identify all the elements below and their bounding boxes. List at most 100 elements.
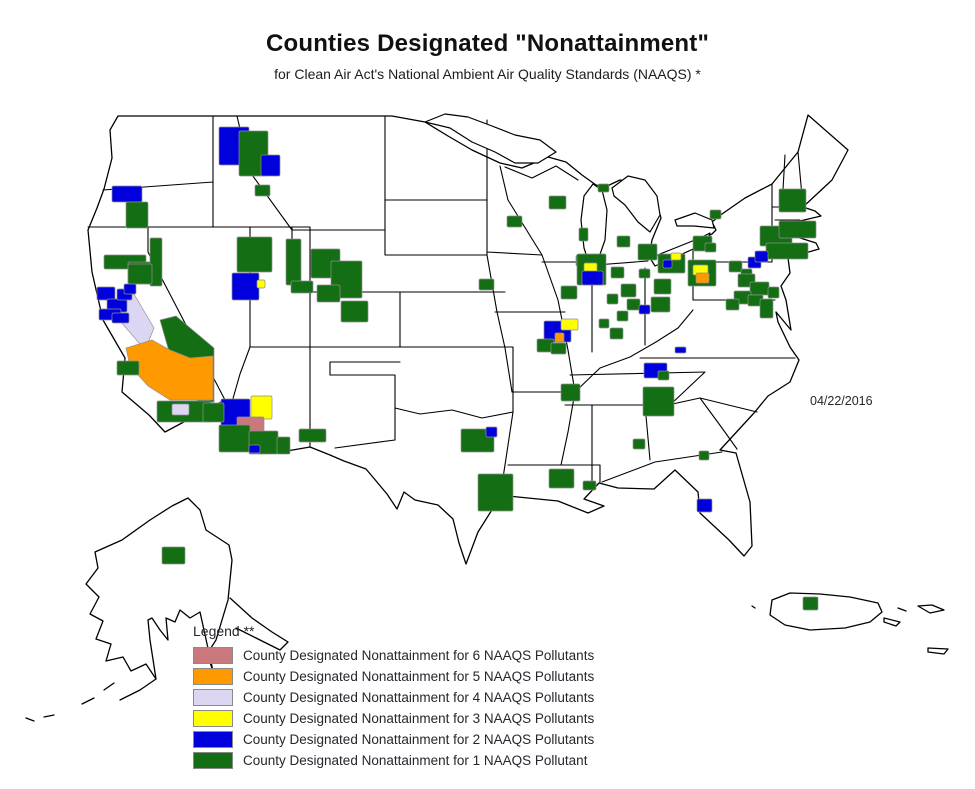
- county-cluster: [696, 498, 713, 513]
- county-cluster: [578, 227, 589, 242]
- county-cluster: [248, 444, 261, 454]
- county-cluster: [728, 260, 743, 273]
- legend-swatch: [193, 752, 233, 769]
- county-cluster: [290, 280, 314, 294]
- county-cluster: [704, 242, 717, 253]
- county-cluster: [638, 304, 651, 315]
- legend-title: Legend **: [193, 623, 255, 639]
- county-cluster: [674, 346, 687, 354]
- county-cluster: [316, 284, 341, 303]
- county-cluster: [662, 259, 673, 269]
- county-cluster: [123, 283, 137, 295]
- county-cluster: [749, 281, 770, 296]
- legend-row: County Designated Nonattainment for 1 NA…: [193, 750, 713, 771]
- legend-label: County Designated Nonattainment for 4 NA…: [243, 690, 595, 705]
- lake-huron: [611, 175, 661, 233]
- county-cluster: [767, 286, 780, 299]
- county-cluster: [759, 298, 774, 319]
- county-cluster: [670, 252, 682, 261]
- lake-superior: [424, 113, 557, 164]
- county-cluster: [698, 450, 710, 461]
- county-cluster: [560, 285, 578, 300]
- county-cluster: [650, 296, 671, 313]
- county-cluster: [554, 332, 565, 343]
- county-cluster: [285, 238, 302, 286]
- county-cluster: [802, 596, 819, 611]
- county-cluster: [254, 184, 271, 197]
- county-cluster: [598, 318, 610, 329]
- date-label: 04/22/2016: [810, 394, 873, 408]
- county-cluster: [581, 270, 604, 286]
- county-cluster: [298, 428, 327, 443]
- legend-label: County Designated Nonattainment for 3 NA…: [243, 711, 595, 726]
- county-cluster: [149, 237, 163, 287]
- county-cluster: [548, 468, 575, 489]
- county-cluster: [653, 278, 672, 295]
- legend-swatch: [193, 647, 233, 664]
- county-cluster: [125, 339, 214, 401]
- county-cluster: [550, 342, 567, 355]
- county-cluster: [477, 473, 514, 512]
- county-cluster: [616, 310, 629, 322]
- county-cluster: [610, 266, 625, 279]
- county-cluster: [171, 403, 190, 416]
- county-cluster: [657, 370, 670, 381]
- county-cluster: [276, 436, 291, 455]
- puerto-rico-outline: [751, 592, 949, 655]
- county-cluster: [506, 215, 523, 228]
- county-cluster: [725, 298, 740, 311]
- county-cluster: [218, 424, 251, 453]
- county-cluster: [478, 278, 495, 291]
- county-cluster: [609, 327, 624, 340]
- county-cluster: [116, 360, 140, 376]
- legend-row: County Designated Nonattainment for 3 NA…: [193, 708, 713, 729]
- great-lakes: [424, 113, 715, 267]
- county-cluster: [638, 268, 651, 279]
- legend-items: County Designated Nonattainment for 6 NA…: [193, 645, 713, 771]
- state-borders: [87, 115, 804, 498]
- legend-row: County Designated Nonattainment for 4 NA…: [193, 687, 713, 708]
- county-cluster: [202, 402, 225, 423]
- county-cluster: [127, 263, 153, 285]
- county-cluster: [256, 279, 266, 289]
- county-cluster: [111, 312, 130, 324]
- legend: Legend ** County Designated Nonattainmen…: [193, 623, 713, 771]
- county-cluster: [250, 395, 273, 420]
- county-cluster: [161, 546, 186, 565]
- legend-row: County Designated Nonattainment for 6 NA…: [193, 645, 713, 666]
- county-cluster: [548, 195, 567, 210]
- county-cluster: [111, 185, 143, 203]
- legend-swatch: [193, 731, 233, 748]
- county-cluster: [620, 283, 637, 298]
- legend-row: County Designated Nonattainment for 2 NA…: [193, 729, 713, 750]
- county-cluster: [231, 272, 260, 301]
- legend-label: County Designated Nonattainment for 1 NA…: [243, 753, 588, 768]
- county-cluster: [560, 318, 579, 331]
- legend-label: County Designated Nonattainment for 2 NA…: [243, 732, 595, 747]
- county-cluster: [236, 236, 273, 273]
- page-title: Counties Designated "Nonattainment": [265, 30, 710, 57]
- county-cluster: [96, 286, 116, 301]
- county-cluster: [597, 183, 610, 193]
- county-cluster: [709, 209, 722, 220]
- legend-swatch: [193, 710, 233, 727]
- county-clusters: [96, 126, 819, 611]
- county-cluster: [765, 242, 809, 260]
- county-cluster: [485, 426, 498, 438]
- county-cluster: [582, 480, 597, 491]
- county-cluster: [695, 272, 710, 284]
- county-cluster: [616, 235, 631, 248]
- county-cluster: [626, 298, 641, 311]
- county-cluster: [778, 220, 817, 239]
- legend-swatch: [193, 668, 233, 685]
- legend-label: County Designated Nonattainment for 5 NA…: [243, 669, 595, 684]
- county-cluster: [340, 300, 369, 323]
- county-cluster: [632, 438, 646, 450]
- county-cluster: [125, 201, 149, 229]
- county-cluster: [642, 386, 675, 417]
- legend-row: County Designated Nonattainment for 5 NA…: [193, 666, 713, 687]
- legend-swatch: [193, 689, 233, 706]
- page-subtitle: for Clean Air Act's National Ambient Air…: [274, 66, 701, 82]
- county-cluster: [260, 154, 281, 177]
